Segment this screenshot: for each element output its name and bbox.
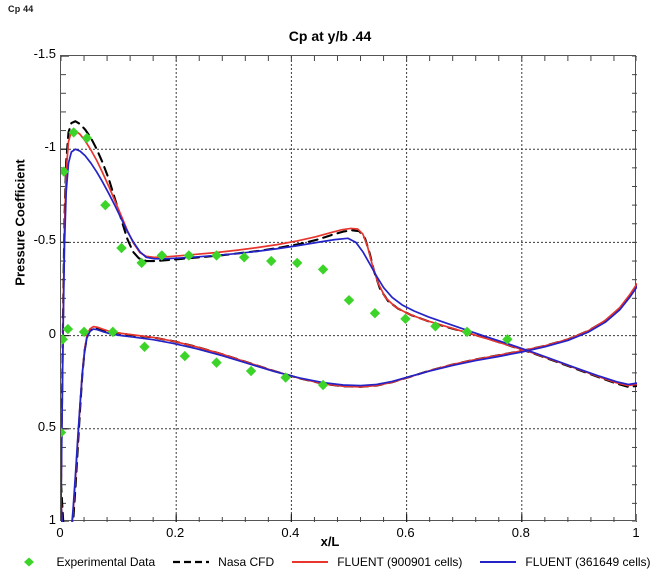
experimental-data-point <box>107 326 119 338</box>
chart-legend: Experimental Data Nasa CFD FLUENT (900901 … <box>0 555 660 569</box>
experimental-data-point <box>502 334 513 345</box>
chart-canvas <box>61 56 637 522</box>
experimental-data-point <box>62 323 74 335</box>
legend-item[interactable]: FLUENT (900901 cells) <box>290 555 462 569</box>
experimental-data-point <box>61 334 68 345</box>
experimental-data-point <box>317 264 329 275</box>
experimental-data-point <box>461 326 473 338</box>
plot-area <box>60 55 637 522</box>
x-axis-tick-labels: 0 0.2 0.4 0.6 0.8 1 <box>56 525 639 545</box>
legend-item[interactable]: Nasa CFD <box>171 555 274 569</box>
x-tick-label: 1 <box>632 525 640 540</box>
y-tick-label: -0.5 <box>33 232 56 248</box>
experimental-data-point <box>116 242 127 254</box>
experimental-data-point <box>317 379 329 391</box>
y-tick-label: 1 <box>48 512 56 527</box>
x-tick-label: 0.8 <box>511 525 530 540</box>
chart-title: Cp at y/b .44 <box>288 28 372 44</box>
solid-line-icon <box>480 561 517 563</box>
experimental-data-point <box>81 132 93 144</box>
x-axis-label: x/L <box>320 534 340 549</box>
dashed-line-icon <box>173 560 210 564</box>
y-axis-tick-labels: -1.5 -1 -0.5 0 0.5 1 <box>0 46 56 527</box>
experimental-data-point <box>100 199 111 211</box>
experimental-data-point <box>291 257 303 269</box>
experimental-data-point <box>68 127 79 138</box>
series-line-lower <box>61 282 637 522</box>
series-line-upper <box>61 129 637 501</box>
experimental-data-point <box>343 294 355 306</box>
x-tick-label: 0.6 <box>396 525 415 540</box>
experimental-data-point <box>136 257 147 269</box>
corner-tag: Cp 44 <box>8 4 34 14</box>
experimental-data-point <box>369 308 381 319</box>
legend-label: FLUENT (900901 cells) <box>337 555 463 569</box>
y-tick-label: -1 <box>44 139 56 155</box>
x-tick-label: 0.4 <box>281 525 300 540</box>
experimental-data-point <box>238 252 250 263</box>
series-line-lower <box>61 285 637 522</box>
x-tick-label: 0 <box>56 525 64 540</box>
experimental-data-point <box>179 350 191 362</box>
legend-item[interactable]: FLUENT (361649 cells) <box>478 555 651 569</box>
series-line-upper <box>61 148 637 505</box>
legend-item[interactable]: Experimental Data <box>9 555 155 569</box>
experimental-data-point <box>61 427 67 438</box>
y-tick-label: -1.5 <box>33 46 56 61</box>
experimental-data-point <box>266 255 277 267</box>
experimental-data-point <box>61 166 70 177</box>
experimental-data-point <box>139 341 150 352</box>
experimental-data-point <box>430 321 441 332</box>
experimental-data-point <box>156 250 167 261</box>
experimental-markers <box>61 127 513 438</box>
legend-label: Experimental Data <box>56 555 156 569</box>
experimental-data-point <box>400 313 411 325</box>
experimental-data-point <box>245 365 257 377</box>
experimental-data-point <box>211 250 222 261</box>
series-line-lower <box>61 284 637 522</box>
experimental-data-point <box>183 250 195 261</box>
x-tick-label: 0.2 <box>166 525 185 540</box>
legend-label: FLUENT (361649 cells) <box>525 555 651 569</box>
y-tick-label: 0 <box>48 325 56 341</box>
solid-line-icon <box>292 561 329 563</box>
legend-label: Nasa CFD <box>218 555 275 569</box>
diamond-marker-icon <box>24 557 35 567</box>
experimental-data-point <box>78 326 90 338</box>
experimental-data-point <box>280 372 291 383</box>
y-tick-label: 0.5 <box>37 418 56 434</box>
experimental-data-point <box>211 357 222 368</box>
